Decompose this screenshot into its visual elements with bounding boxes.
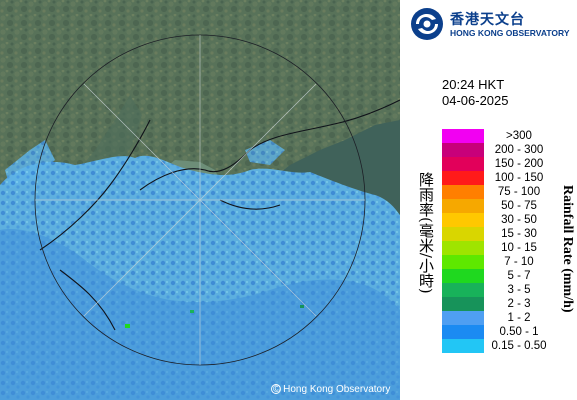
legend-label: 3 - 5 [507,284,531,296]
observation-date: 04-06-2025 [442,93,509,108]
legend-title-english: Rainfall Rate (mm/h) [560,185,575,313]
radar-spokes [35,35,365,365]
legend-swatch [442,185,484,199]
legend-swatch [442,171,484,185]
legend-swatch [442,241,484,255]
legend-label: >300 [506,130,532,142]
legend-swatch [442,157,484,171]
legend-label: 75 - 100 [497,186,541,198]
legend-label: 50 - 75 [501,200,537,212]
legend-swatch [442,129,484,143]
rain-cell-moderate [125,324,130,328]
legend-label: 150 - 200 [494,158,544,170]
legend-swatch [442,325,484,339]
legend-label: 0.15 - 0.50 [491,340,547,352]
radar-map: © Hong Kong Observatory [0,0,400,400]
hko-logo: 香港天文台 HONG KONG OBSERVATORY [410,7,575,41]
radar-map-svg [0,0,400,400]
legend-swatch [442,269,484,283]
legend-swatch [442,297,484,311]
legend-swatch [442,311,484,325]
legend-swatch [442,283,484,297]
org-name-english: HONG KONG OBSERVATORY [450,28,570,38]
legend-label: 1 - 2 [507,312,531,324]
rain-cell-moderate [190,310,194,313]
legend-label: 5 - 7 [507,270,531,282]
legend-label: 2 - 3 [507,298,531,310]
legend-title-chinese: 降雨率(毫米/小時) [417,172,435,294]
legend-label: 30 - 50 [501,214,537,226]
observation-time: 20:24 HKT [442,77,505,92]
legend-label: 10 - 15 [501,242,537,254]
rain-cell-moderate [300,305,304,308]
legend-label: 200 - 300 [494,144,544,156]
legend-swatch [442,227,484,241]
legend-swatch [442,213,484,227]
legend-label: 100 - 150 [494,172,544,184]
legend-swatch [442,339,484,353]
legend-label: 7 - 10 [504,256,534,268]
legend-panel: 香港天文台 HONG KONG OBSERVATORY 20:24 HKT 04… [400,0,577,400]
legend-label: 15 - 30 [501,228,537,240]
legend-swatch [442,199,484,213]
pearl-river-estuary [75,95,142,180]
org-name-chinese: 香港天文台 [450,12,525,28]
legend-swatch [442,143,484,157]
legend-swatch [442,255,484,269]
hko-emblem-icon [411,8,443,40]
map-copyright: © Hong Kong Observatory [273,384,391,395]
copyright-symbol [271,384,281,394]
legend-label: 0.50 - 1 [499,326,539,338]
